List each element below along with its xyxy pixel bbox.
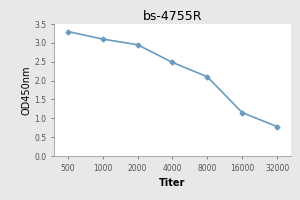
X-axis label: Titer: Titer bbox=[159, 178, 186, 188]
Title: bs-4755R: bs-4755R bbox=[143, 10, 202, 23]
Y-axis label: OD450nm: OD450nm bbox=[22, 65, 32, 115]
